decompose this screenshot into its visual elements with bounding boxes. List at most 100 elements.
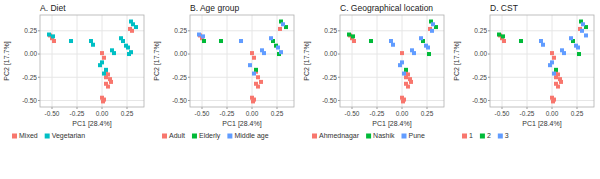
point <box>577 52 581 56</box>
points <box>47 20 138 104</box>
point <box>104 75 108 79</box>
legend-label: Ahmednagar <box>319 132 360 140</box>
legend-swatch <box>498 134 503 139</box>
y-tick-label: 0.25 <box>24 27 37 34</box>
point <box>251 99 255 103</box>
point <box>109 80 113 84</box>
point <box>101 99 105 103</box>
point <box>89 39 93 43</box>
x-tick-label: -0.25 <box>520 110 535 117</box>
plot-area <box>490 15 594 107</box>
x-tick-label: 0.25 <box>421 110 434 117</box>
grid-line <box>40 77 144 78</box>
panel-title: A. Diet <box>40 3 66 13</box>
grid-line <box>77 15 78 107</box>
grid-line <box>427 15 428 107</box>
y-tick-label: -0.25 <box>472 74 487 81</box>
legend-label: Pune <box>409 132 425 139</box>
plot-area <box>40 15 144 107</box>
legend-item: 1 <box>462 132 473 139</box>
point <box>51 34 55 38</box>
point <box>129 50 133 54</box>
legend-item: Middle age <box>227 132 268 140</box>
panel: -0.50-0.250.000.25-0.50-0.250.000.25A. D… <box>3 3 144 140</box>
y-tick-label: -0.50 <box>172 97 187 104</box>
y-tick-label: 0.25 <box>174 27 187 34</box>
point <box>197 33 201 37</box>
point <box>276 46 280 50</box>
grid-line <box>40 100 144 101</box>
y-tick-label: -0.50 <box>322 97 337 104</box>
point <box>91 43 95 47</box>
grid-line <box>277 15 278 107</box>
legend-swatch <box>227 134 232 139</box>
legend-swatch <box>45 134 50 139</box>
y-tick-label: -0.25 <box>172 74 187 81</box>
point <box>281 22 285 26</box>
x-tick-label: -0.25 <box>70 110 85 117</box>
legend: Mixed Vegetarian <box>12 132 85 140</box>
point <box>256 75 260 79</box>
y-tick-label: 0.00 <box>324 50 337 57</box>
point <box>502 39 506 43</box>
point <box>404 68 408 72</box>
point <box>551 99 555 103</box>
grid-line <box>252 15 253 107</box>
panel-title: B. Age group <box>190 3 239 13</box>
point <box>102 56 106 60</box>
point <box>262 51 266 55</box>
point <box>426 46 430 50</box>
point <box>497 33 501 37</box>
point <box>404 75 408 79</box>
point <box>52 39 56 43</box>
y-tick-label: -0.25 <box>22 74 37 81</box>
point <box>347 33 351 37</box>
point <box>134 25 138 29</box>
x-tick-label: 0.00 <box>96 110 109 117</box>
grid-line <box>190 77 294 78</box>
point <box>239 39 243 43</box>
point <box>519 39 523 43</box>
legend-item: 2 <box>480 132 491 139</box>
point <box>412 51 416 55</box>
point <box>427 52 431 56</box>
point <box>219 39 223 43</box>
grid-line <box>490 77 594 78</box>
plot-area <box>190 15 294 107</box>
x-axis-label: PC1 [28.4%] <box>522 120 561 128</box>
legend-label: 3 <box>505 132 509 139</box>
point <box>402 72 406 76</box>
y-tick-label: 0.25 <box>474 27 487 34</box>
points <box>497 20 588 104</box>
point <box>254 68 258 72</box>
legend-label: 1 <box>469 132 473 139</box>
point <box>102 72 106 76</box>
grid-line <box>527 15 528 107</box>
grid-line <box>502 15 503 107</box>
panel-title: D. CST <box>490 3 518 13</box>
y-tick-label: 0.00 <box>174 50 187 57</box>
panel: -0.50-0.250.000.25-0.50-0.250.000.25D. C… <box>453 3 594 139</box>
point <box>559 80 563 84</box>
point <box>406 85 410 89</box>
x-tick-label: 0.00 <box>246 110 259 117</box>
legend-item: Vegetarian <box>45 132 86 140</box>
legend-swatch <box>12 134 17 139</box>
grid-line <box>377 15 378 107</box>
point <box>104 68 108 72</box>
point <box>401 99 405 103</box>
grid-line <box>340 77 444 78</box>
panel: -0.50-0.250.000.25-0.50-0.250.000.25B. A… <box>153 3 294 140</box>
x-axis-label: PC1 [28.4%] <box>222 120 261 128</box>
point <box>400 51 404 55</box>
legend-swatch <box>480 134 485 139</box>
legend-label: Vegetarian <box>52 132 86 140</box>
x-tick-label: 0.25 <box>271 110 284 117</box>
point <box>252 72 256 76</box>
x-tick-label: 0.25 <box>121 110 134 117</box>
legend-item: Mixed <box>12 132 38 139</box>
legend-swatch <box>366 134 371 139</box>
legend-swatch <box>312 134 317 139</box>
x-tick-label: -0.25 <box>370 110 385 117</box>
point <box>256 85 260 89</box>
